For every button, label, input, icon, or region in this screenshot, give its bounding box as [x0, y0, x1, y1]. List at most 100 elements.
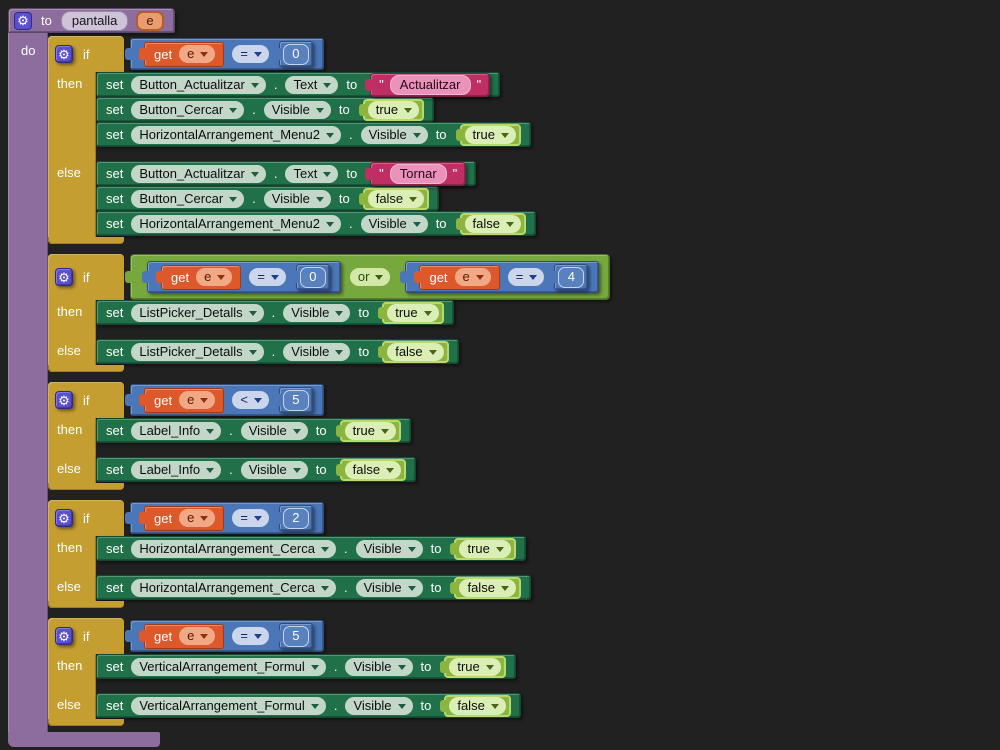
boolean-block[interactable]: true	[362, 98, 425, 121]
boolean-block[interactable]: true	[444, 655, 506, 678]
procedure-block[interactable]: ⚙ to pantalla e do ⚙ if get e = 0 then set Butto…	[8, 8, 611, 747]
boolean-block[interactable]: true	[454, 537, 516, 560]
property-dropdown[interactable]: Visible	[355, 578, 423, 597]
set-property-block[interactable]: set HorizontalArrangement_Menu2. Visible to…	[96, 122, 531, 147]
property-dropdown[interactable]: Visible	[360, 214, 428, 233]
boolean-dropdown[interactable]: true	[344, 421, 397, 440]
set-property-block[interactable]: set Label_Info. Visible to true	[96, 418, 412, 443]
set-property-block[interactable]: set VerticalArrangement_Formul. Visible to f…	[96, 693, 521, 718]
component-dropdown[interactable]: HorizontalArrangement_Cerca	[131, 578, 336, 597]
property-dropdown[interactable]: Visible	[355, 539, 423, 558]
set-property-block[interactable]: set HorizontalArrangement_Cerca. Visible to…	[96, 536, 526, 561]
parameter-chip[interactable]: e	[136, 10, 164, 31]
number-field[interactable]: 5	[282, 625, 309, 647]
property-dropdown[interactable]: Visible	[345, 696, 413, 715]
set-property-block[interactable]: set Button_Cercar. Visible to false	[96, 186, 440, 211]
boolean-block[interactable]: false	[454, 576, 521, 599]
boolean-dropdown[interactable]: false	[387, 342, 444, 361]
property-dropdown[interactable]: Visible	[360, 125, 428, 144]
or-logic-block[interactable]: get e = 0 or get e = 4	[130, 254, 611, 300]
comparison-block[interactable]: get e = 0	[130, 38, 324, 70]
component-dropdown[interactable]: HorizontalArrangement_Cerca	[131, 539, 336, 558]
get-variable-block[interactable]: get e	[144, 505, 225, 531]
component-dropdown[interactable]: Label_Info	[131, 421, 222, 440]
boolean-dropdown[interactable]: true	[464, 125, 516, 144]
variable-dropdown[interactable]: e	[454, 268, 491, 286]
boolean-dropdown[interactable]: true	[387, 303, 439, 322]
number-block[interactable]: 5	[278, 623, 313, 649]
boolean-block[interactable]: false	[444, 694, 511, 717]
mutator-gear-icon[interactable]: ⚙	[55, 45, 73, 63]
variable-dropdown[interactable]: e	[196, 268, 233, 286]
property-dropdown[interactable]: Visible	[240, 460, 308, 479]
variable-dropdown[interactable]: e	[179, 509, 216, 527]
set-property-block[interactable]: set HorizontalArrangement_Menu2. Visible to…	[96, 211, 536, 236]
operator-dropdown[interactable]: =	[507, 268, 545, 286]
get-variable-block[interactable]: get e	[144, 387, 225, 413]
boolean-block[interactable]: false	[459, 212, 526, 235]
boolean-block[interactable]: true	[339, 419, 402, 442]
component-dropdown[interactable]: HorizontalArrangement_Menu2	[131, 214, 341, 233]
boolean-dropdown[interactable]: false	[464, 214, 521, 233]
number-block[interactable]: 0	[278, 41, 313, 67]
number-block[interactable]: 2	[278, 505, 313, 531]
number-block[interactable]: 4	[554, 264, 589, 290]
operator-dropdown[interactable]: =	[232, 45, 269, 63]
if-then-else-block[interactable]: ⚙ if get e = 0 or get e = 4 then set ListPicker_Detal…	[48, 254, 611, 372]
if-then-else-block[interactable]: ⚙ if get e = 5 then set VerticalArrangement_Form…	[48, 618, 521, 726]
set-property-block[interactable]: set Button_Cercar. Visible to true	[96, 97, 435, 122]
text-string-block[interactable]: " Tornar "	[370, 161, 467, 186]
if-then-else-block[interactable]: ⚙ if get e = 2 then set HorizontalArrangement_Ce…	[48, 500, 531, 608]
mutator-gear-icon[interactable]: ⚙	[14, 11, 32, 30]
component-dropdown[interactable]: ListPicker_Detalls	[131, 342, 264, 361]
procedure-header[interactable]: ⚙ to pantalla e	[8, 8, 175, 33]
boolean-dropdown[interactable]: false	[459, 578, 516, 597]
number-field[interactable]: 2	[282, 507, 309, 529]
component-dropdown[interactable]: VerticalArrangement_Formul	[131, 696, 326, 715]
or-operator-dropdown[interactable]: or	[349, 268, 391, 286]
component-dropdown[interactable]: Button_Cercar	[131, 189, 245, 208]
boolean-block[interactable]: true	[459, 123, 521, 146]
set-property-block[interactable]: set Button_Actualitzar. Text to " Actualitzar…	[96, 72, 501, 97]
get-variable-block[interactable]: get e	[419, 264, 500, 290]
boolean-dropdown[interactable]: true	[449, 657, 501, 676]
boolean-block[interactable]: true	[382, 301, 444, 324]
set-property-block[interactable]: set VerticalArrangement_Formul. Visible to t…	[96, 654, 516, 679]
string-field[interactable]: Tornar	[389, 163, 447, 184]
component-dropdown[interactable]: HorizontalArrangement_Menu2	[131, 125, 341, 144]
text-string-block[interactable]: " Actualitzar "	[370, 72, 491, 97]
boolean-block[interactable]: false	[362, 187, 430, 210]
set-property-block[interactable]: set Label_Info. Visible to false	[96, 457, 417, 482]
number-block[interactable]: 5	[278, 387, 313, 413]
number-field[interactable]: 5	[282, 389, 309, 411]
property-dropdown[interactable]: Visible	[263, 189, 331, 208]
boolean-dropdown[interactable]: false	[344, 460, 402, 479]
variable-dropdown[interactable]: e	[179, 391, 216, 409]
operator-dropdown[interactable]: <	[232, 391, 269, 409]
number-block[interactable]: 0	[295, 264, 330, 290]
set-property-block[interactable]: set ListPicker_Detalls. Visible to false	[96, 339, 459, 364]
property-dropdown[interactable]: Text	[285, 75, 339, 94]
property-dropdown[interactable]: Visible	[283, 342, 351, 361]
set-property-block[interactable]: set HorizontalArrangement_Cerca. Visible to…	[96, 575, 531, 600]
variable-dropdown[interactable]: e	[179, 627, 216, 645]
property-dropdown[interactable]: Visible	[263, 100, 331, 119]
set-property-block[interactable]: set Button_Actualitzar. Text to " Tornar "	[96, 161, 477, 186]
number-field[interactable]: 4	[558, 266, 585, 288]
boolean-dropdown[interactable]: false	[449, 696, 506, 715]
component-dropdown[interactable]: Button_Actualitzar	[131, 75, 266, 94]
boolean-block[interactable]: false	[339, 458, 407, 481]
number-field[interactable]: 0	[299, 266, 326, 288]
property-dropdown[interactable]: Visible	[283, 303, 351, 322]
comparison-block[interactable]: get e <5	[130, 384, 324, 416]
comparison-block[interactable]: get e = 5	[130, 620, 324, 652]
operator-dropdown[interactable]: =	[249, 268, 286, 286]
mutator-gear-icon[interactable]: ⚙	[55, 627, 73, 645]
boolean-dropdown[interactable]: false	[367, 189, 425, 208]
comparison-block[interactable]: get e = 4	[405, 261, 600, 293]
mutator-gear-icon[interactable]: ⚙	[55, 509, 73, 527]
if-then-else-block[interactable]: ⚙ if get e <5 then set Label_Info. Visible to true…	[48, 382, 417, 490]
property-dropdown[interactable]: Visible	[240, 421, 308, 440]
component-dropdown[interactable]: Button_Cercar	[131, 100, 245, 119]
get-variable-block[interactable]: get e	[144, 41, 225, 67]
